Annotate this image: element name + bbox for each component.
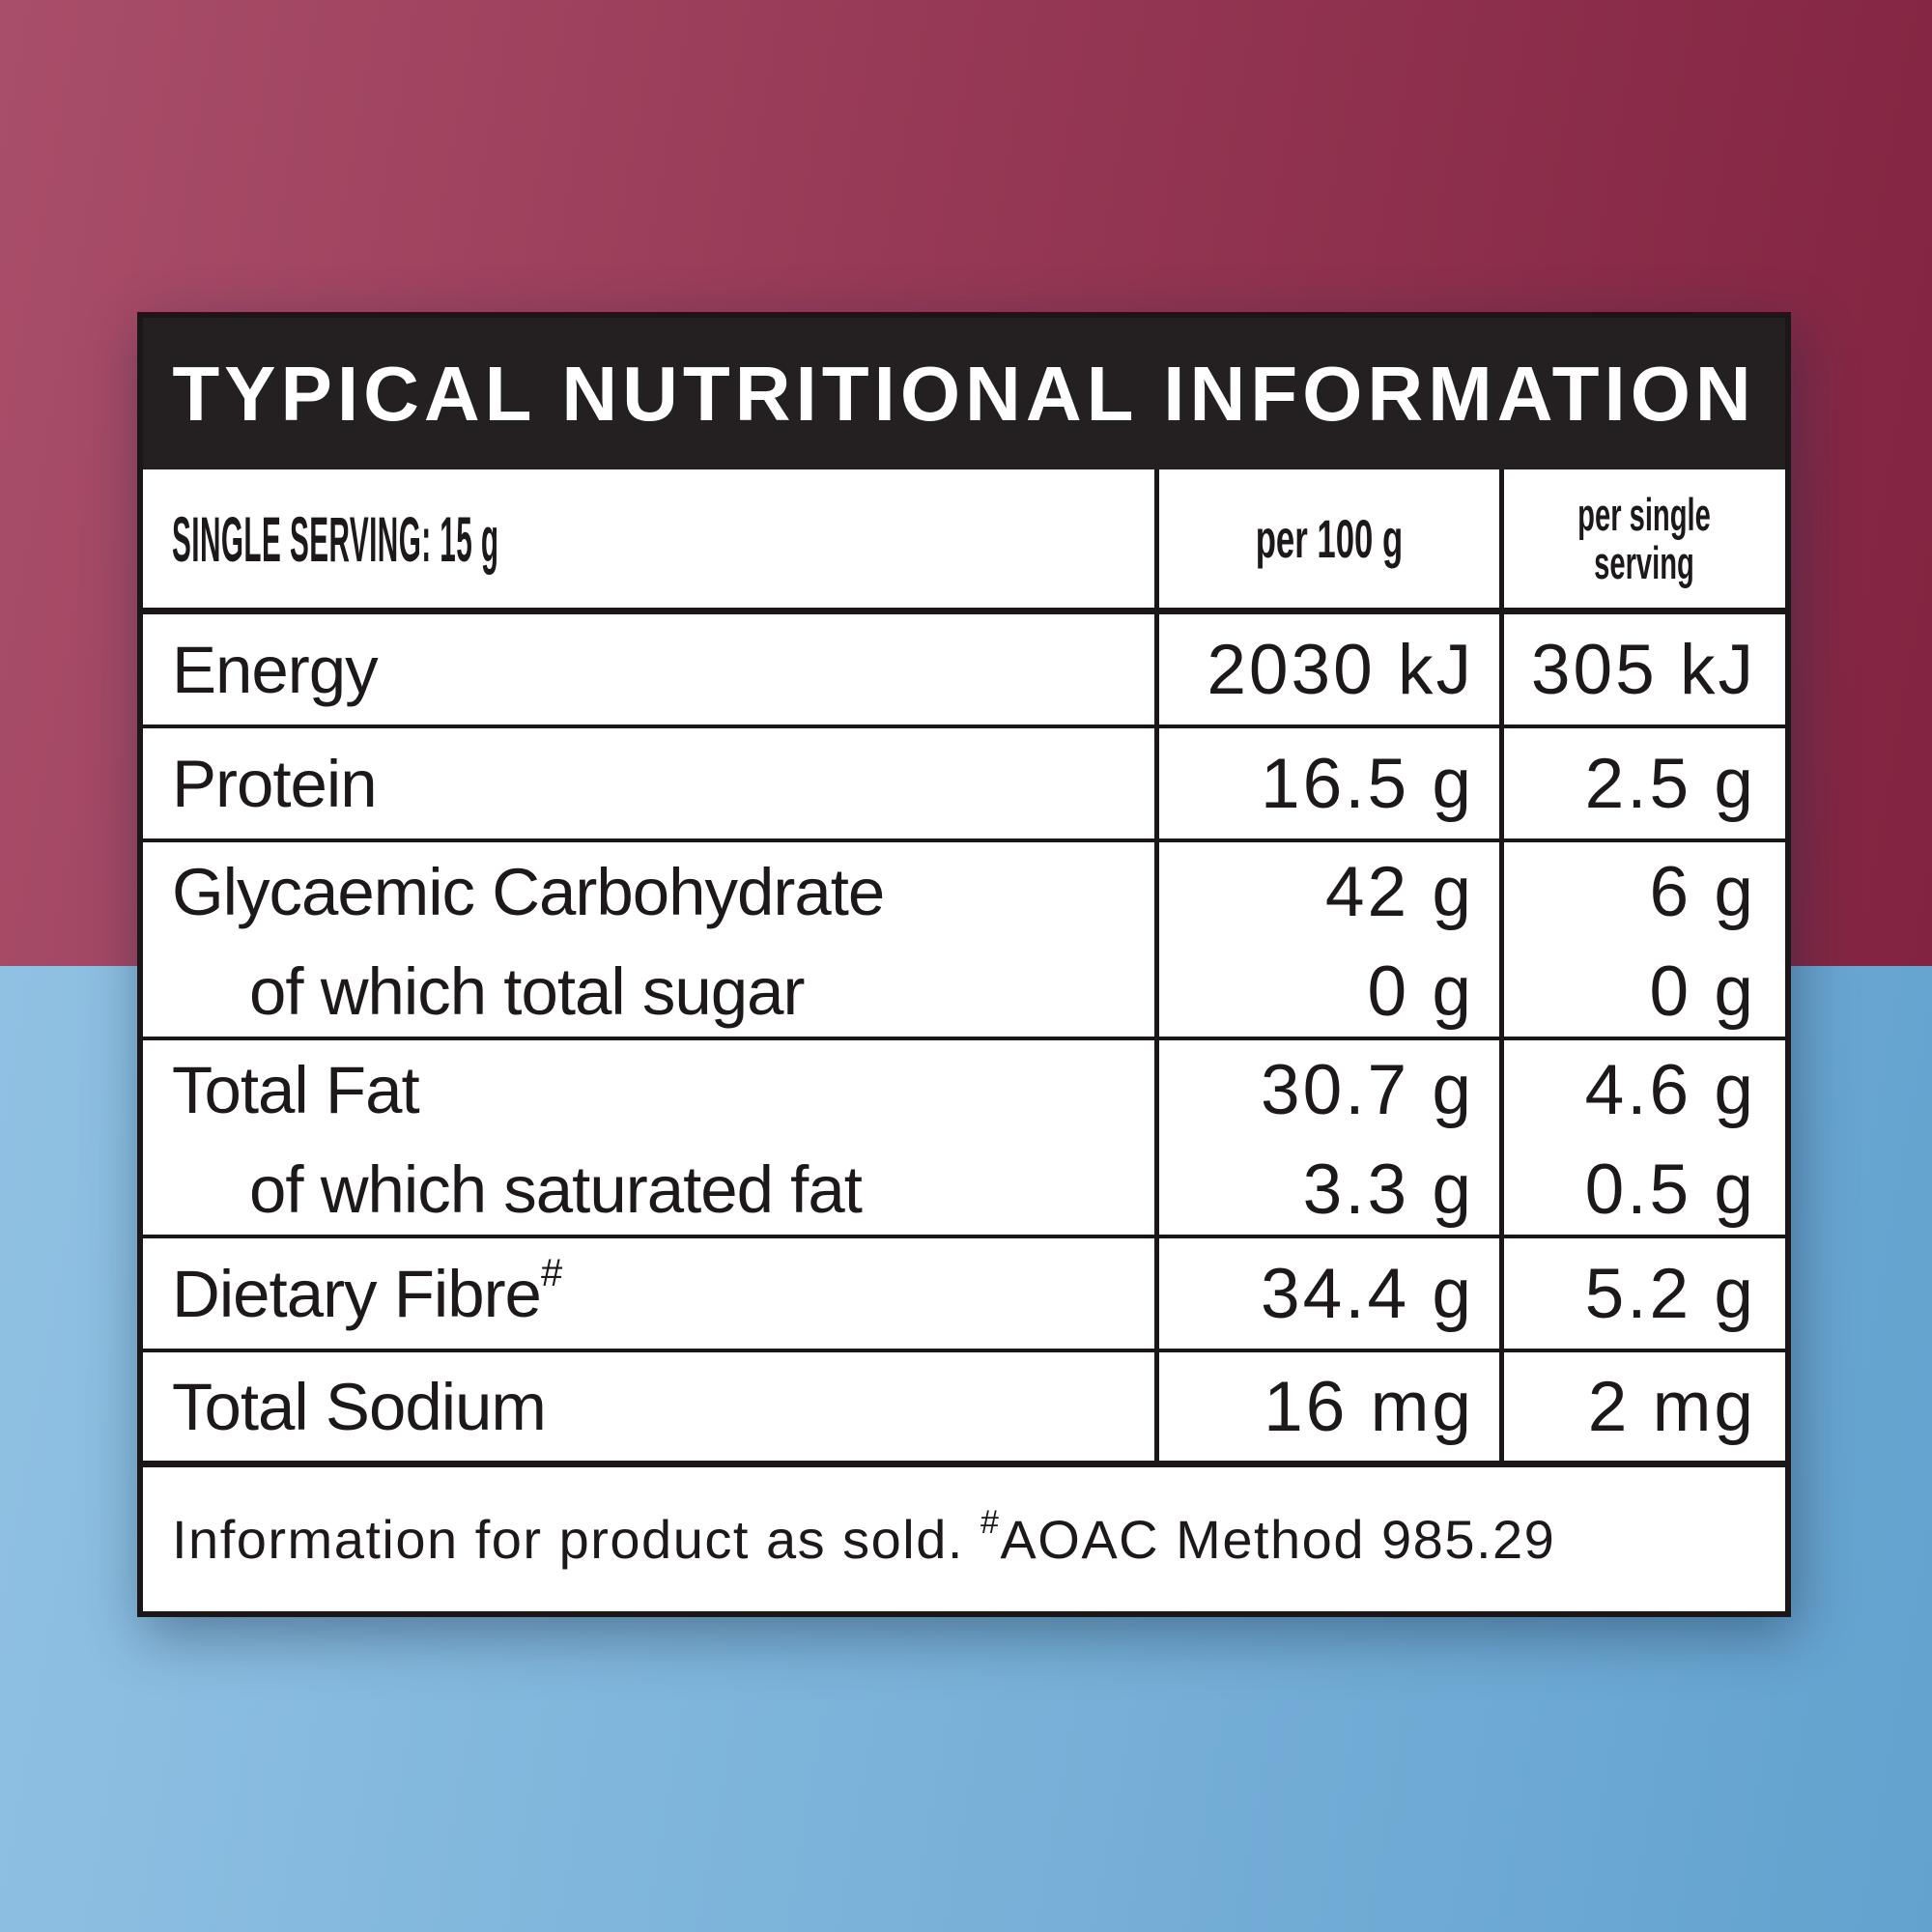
- footnote-mark: #: [980, 1504, 1001, 1542]
- row-label-cell: Energy: [143, 614, 1154, 724]
- footnote-after: AOAC Method 985.29: [1000, 1509, 1556, 1570]
- footnote-before: Information for product as sold.: [172, 1509, 980, 1570]
- row-serving-cell: 305 kJ: [1499, 614, 1785, 724]
- row-serving-cell: 6 g 0 g: [1499, 842, 1785, 1041]
- serving-size-cell: SINGLE SERVING: 15 g: [143, 469, 1154, 608]
- column-header-per-100g: per 100 g: [1255, 508, 1404, 569]
- table-row-fat: Total Fat of which saturated fat 30.7 g …: [143, 1040, 1785, 1239]
- row-serving-cell: 4.6 g 0.5 g: [1499, 1040, 1785, 1239]
- row-per100-cell: 16.5 g: [1154, 728, 1499, 838]
- row-label-cell: Total Sodium: [143, 1352, 1154, 1461]
- row-serving-value: 5.2 g: [1584, 1254, 1756, 1333]
- nutrition-panel: TYPICAL NUTRITIONAL INFORMATION SINGLE S…: [137, 312, 1791, 1617]
- table-row-sodium: Total Sodium 16 mg 2 mg: [143, 1352, 1785, 1467]
- row-sublabel: of which total sugar: [249, 954, 805, 1029]
- row-serving-cell: 5.2 g: [1499, 1238, 1785, 1349]
- row-serving-value: 2 mg: [1587, 1367, 1756, 1446]
- row-label-cell: Glycaemic Carbohydrate of which total su…: [143, 842, 1154, 1041]
- fibre-footnote-mark: #: [540, 1251, 563, 1294]
- table-footnote-row: Information for product as sold. #AOAC M…: [143, 1467, 1785, 1611]
- row-serving-subvalue: 0.5 g: [1584, 1151, 1756, 1229]
- column-header-per-100g-cell: per 100 g: [1154, 469, 1499, 608]
- row-per100-value: 42 g: [1324, 853, 1474, 931]
- row-serving-value: 2.5 g: [1584, 744, 1756, 823]
- row-per100-cell: 16 mg: [1154, 1352, 1499, 1461]
- row-per100-value: 16 mg: [1264, 1367, 1474, 1446]
- row-serving-value: 305 kJ: [1530, 630, 1756, 709]
- table-row-fibre: Dietary Fibre# 34.4 g 5.2 g: [143, 1238, 1785, 1352]
- footnote-cell: Information for product as sold. #AOAC M…: [143, 1467, 1785, 1611]
- table-row-protein: Protein 16.5 g 2.5 g: [143, 728, 1785, 842]
- panel-title: TYPICAL NUTRITIONAL INFORMATION: [172, 350, 1756, 437]
- per-serving-line2: serving: [1594, 536, 1695, 588]
- row-per100-cell: 2030 kJ: [1154, 614, 1499, 724]
- row-label-cell: Protein: [143, 728, 1154, 838]
- row-per100-cell: 34.4 g: [1154, 1238, 1499, 1349]
- panel-title-bar: TYPICAL NUTRITIONAL INFORMATION: [143, 318, 1785, 469]
- row-serving-cell: 2 mg: [1499, 1352, 1785, 1461]
- row-label: Total Fat: [172, 1053, 420, 1127]
- row-serving-value: 4.6 g: [1584, 1051, 1756, 1129]
- row-serving-cell: 2.5 g: [1499, 728, 1785, 838]
- per-serving-line1: per single: [1577, 488, 1712, 540]
- row-label: Total Sodium: [172, 1369, 547, 1444]
- column-header-per-serving: per single serving: [1577, 488, 1712, 588]
- table-header-row: SINGLE SERVING: 15 g per 100 g per singl…: [143, 469, 1785, 614]
- row-per100-value: 16.5 g: [1261, 744, 1474, 823]
- table-row-energy: Energy 2030 kJ 305 kJ: [143, 614, 1785, 728]
- table-row-carbohydrate: Glycaemic Carbohydrate of which total su…: [143, 842, 1785, 1041]
- row-sublabel: of which saturated fat: [249, 1152, 863, 1227]
- fibre-label-text: Dietary Fibre: [172, 1256, 542, 1331]
- row-per100-subvalue: 0 g: [1367, 952, 1474, 1031]
- row-label: Dietary Fibre#: [172, 1252, 562, 1332]
- row-per100-value: 34.4 g: [1261, 1254, 1474, 1333]
- row-serving-value: 6 g: [1649, 853, 1756, 931]
- row-per100-value: 2030 kJ: [1207, 630, 1474, 709]
- row-label: Glycaemic Carbohydrate: [172, 855, 885, 929]
- footnote-text: Information for product as sold. #AOAC M…: [172, 1504, 1556, 1571]
- row-label-cell: Dietary Fibre#: [143, 1238, 1154, 1349]
- column-header-per-serving-cell: per single serving: [1499, 469, 1785, 608]
- row-per100-cell: 30.7 g 3.3 g: [1154, 1040, 1499, 1239]
- row-label: Protein: [172, 746, 378, 821]
- row-label: Energy: [172, 632, 379, 707]
- row-per100-subvalue: 3.3 g: [1302, 1151, 1474, 1229]
- row-label-cell: Total Fat of which saturated fat: [143, 1040, 1154, 1239]
- serving-size-label: SINGLE SERVING: 15 g: [172, 502, 499, 575]
- row-serving-subvalue: 0 g: [1649, 952, 1756, 1031]
- row-per100-value: 30.7 g: [1261, 1051, 1474, 1129]
- row-per100-cell: 42 g 0 g: [1154, 842, 1499, 1041]
